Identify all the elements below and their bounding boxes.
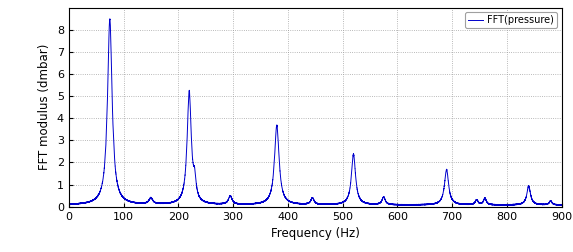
FFT(pressure) <box>397 203 403 206</box>
FFT(pressure) <box>512 203 519 206</box>
X-axis label: Frequency (Hz): Frequency (Hz) <box>270 227 360 240</box>
FFT(pressure) <box>88 200 95 203</box>
FFT(pressure) <box>65 203 72 206</box>
FFT(pressure) <box>118 194 125 197</box>
FFT(pressure) <box>557 204 564 207</box>
FFT(pressure) <box>387 203 394 206</box>
Line: FFT(pressure): FFT(pressure) <box>69 19 562 205</box>
FFT(pressure) <box>558 203 565 206</box>
Legend: FFT(pressure): FFT(pressure) <box>465 12 557 28</box>
FFT(pressure) <box>107 17 113 20</box>
FFT(pressure) <box>105 29 112 33</box>
Y-axis label: FFT modulus (dmbar): FFT modulus (dmbar) <box>38 44 51 170</box>
